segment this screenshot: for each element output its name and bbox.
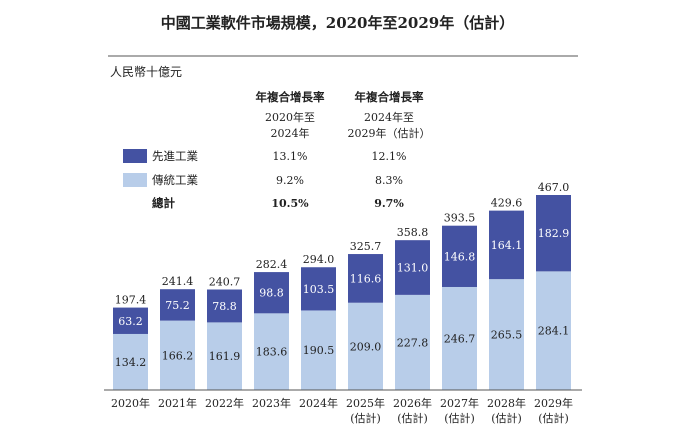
- bar-segment-traditional: [395, 294, 430, 390]
- bar-segment-traditional: [536, 271, 571, 390]
- bar-value-label-advanced: 98.8: [259, 287, 284, 300]
- x-tick-label: 2022年: [205, 396, 244, 410]
- bar-total-label: 240.7: [209, 275, 241, 288]
- cagr-value: 13.1%: [273, 150, 308, 163]
- cagr-header-title: 年複合增長率: [256, 90, 325, 104]
- bar-total-label: 393.5: [444, 212, 476, 225]
- bars: 134.2 63.2 197.4 166.2 75.2 241.4 161.9 78.8 240…: [113, 181, 571, 390]
- bar-segment-traditional: [207, 322, 242, 390]
- cagr-value: 9.2%: [276, 174, 304, 187]
- cagr-value: 12.1%: [372, 150, 407, 163]
- x-tick-label: 2026年: [393, 396, 432, 410]
- bar-value-label-advanced: 103.5: [303, 283, 335, 296]
- bar-value-label-advanced: 164.1: [491, 239, 523, 252]
- x-tick-label: (估計): [350, 411, 381, 425]
- bar-value-label-advanced: 116.6: [350, 272, 382, 285]
- bar-value-label-traditional: 190.5: [303, 344, 335, 357]
- legend-swatch: [123, 149, 147, 163]
- cagr-value: 8.3%: [375, 174, 403, 187]
- bar-segment-traditional: [254, 313, 289, 390]
- bar-segment-advanced: [395, 240, 430, 295]
- cagr-header-period-start: 2020年至: [265, 110, 315, 124]
- x-tick-label: 2025年: [346, 396, 385, 410]
- bar-segment-advanced: [442, 225, 477, 287]
- legend-label: 總計: [152, 196, 175, 210]
- legend-label: 傳統工業: [152, 173, 198, 187]
- cagr-value: 9.7%: [374, 197, 404, 210]
- chart-title: 中國工業軟件市場規模，2020年至2029年（估計）: [161, 14, 515, 32]
- bar-total-label: 241.4: [162, 275, 194, 288]
- bar-segment-advanced: [207, 289, 242, 323]
- x-tick-label: 2024年: [299, 396, 338, 410]
- bar-value-label-traditional: 265.5: [491, 329, 523, 342]
- bar-total-label: 325.7: [350, 240, 382, 253]
- bar-total-label: 282.4: [256, 258, 288, 271]
- x-axis-ticks: 2020年 2021年 2022年 2023年 2024年 2025年(估計)2026年(…: [111, 396, 573, 425]
- bar-segment-advanced: [536, 195, 571, 272]
- cagr-header-title: 年複合增長率: [355, 90, 424, 104]
- y-axis-unit-label: 人民幣十億元: [110, 65, 182, 79]
- x-tick-label: 2023年: [252, 396, 291, 410]
- bar-segment-advanced: [348, 254, 383, 303]
- bar-value-label-traditional: 209.0: [350, 340, 382, 353]
- x-tick-label: 2029年: [534, 396, 573, 410]
- x-tick-label: 2021年: [158, 396, 197, 410]
- bar-value-label-traditional: 227.8: [397, 336, 429, 349]
- bar-value-label-traditional: 161.9: [209, 350, 241, 363]
- bar-total-label: 197.4: [115, 294, 147, 307]
- bar-value-label-traditional: 183.6: [256, 346, 288, 359]
- bar-total-label: 467.0: [538, 181, 570, 194]
- bar-segment-traditional: [442, 286, 477, 390]
- x-tick-label: (估計): [491, 411, 522, 425]
- bar-value-label-advanced: 63.2: [118, 315, 143, 328]
- bar-segment-traditional: [301, 310, 336, 390]
- legend-label: 先進工業: [152, 149, 198, 163]
- bar-value-label-traditional: 166.2: [162, 349, 194, 362]
- bar-value-label-advanced: 75.2: [165, 299, 190, 312]
- bar-segment-traditional: [113, 333, 148, 390]
- bar-value-label-traditional: 246.7: [444, 332, 476, 345]
- cagr-value: 10.5%: [271, 197, 309, 210]
- cagr-header-period-end: 2029年（估計）: [348, 126, 431, 140]
- bar-total-label: 429.6: [491, 197, 523, 210]
- bar-segment-advanced: [160, 289, 195, 321]
- x-tick-label: 2027年: [440, 396, 479, 410]
- legend-swatch: [123, 173, 147, 187]
- bar-value-label-traditional: 284.1: [538, 325, 570, 338]
- bar-total-label: 294.0: [303, 253, 335, 266]
- x-tick-label: 2020年: [111, 396, 150, 410]
- x-tick-label: (估計): [538, 411, 569, 425]
- x-tick-label: (估計): [444, 411, 475, 425]
- cagr-header-period-start: 2024年至: [364, 110, 414, 124]
- cagr-table: 年複合增長率 2020年至 2024年 年複合增長率 2024年至 2029年（估計） 先進…: [123, 90, 431, 210]
- bar-value-label-advanced: 182.9: [538, 227, 570, 240]
- bar-value-label-advanced: 78.8: [212, 300, 237, 313]
- bar-total-label: 358.8: [397, 226, 429, 239]
- bar-segment-advanced: [489, 210, 524, 280]
- cagr-header-period-end: 2024年: [271, 126, 310, 140]
- bar-value-label-traditional: 134.2: [115, 356, 147, 369]
- bar-segment-advanced: [254, 272, 289, 314]
- x-tick-label: 2028年: [487, 396, 526, 410]
- bar-segment-advanced: [301, 267, 336, 311]
- x-tick-label: (估計): [397, 411, 428, 425]
- bar-segment-traditional: [160, 320, 195, 390]
- bar-segment-traditional: [489, 279, 524, 390]
- bar-value-label-advanced: 131.0: [397, 262, 429, 275]
- bar-segment-traditional: [348, 302, 383, 390]
- bar-segment-advanced: [113, 307, 148, 334]
- bar-value-label-advanced: 146.8: [444, 250, 476, 263]
